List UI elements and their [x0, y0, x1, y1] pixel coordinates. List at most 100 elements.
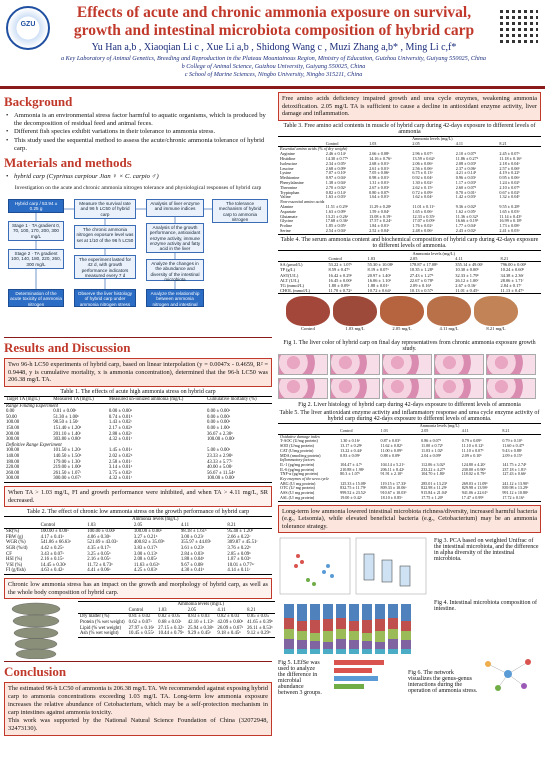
table-cell: 10.45 ± 0.55ᵃ [126, 631, 157, 638]
table-cell: 1.38 ± 0.04ᵃ [325, 179, 346, 185]
table-cell: 11.51 ± 0.29ᵃ [325, 203, 348, 209]
table-cell: 200.00 [6, 431, 20, 437]
flow-box: The experiment lasted for 42 d, with gro… [74, 255, 136, 280]
table-cell: 2.84 ± 0.17ᶜ [500, 282, 522, 288]
table-cell: 521.69 ± 43.03ᵃ [87, 540, 118, 546]
table-cell: 80.3 ± 1.07ᵃ [340, 471, 360, 477]
flow-box: Stage 2 · TA gradient 100, 140, 180, 220… [8, 249, 64, 270]
composition-bar-segment [284, 618, 294, 630]
table-cell: 119.15 ± 17.33ᵃ [380, 480, 407, 486]
table-cell: 17.75 ± 1.20ᵇ [419, 495, 460, 502]
table-cell: 42.09 ± 0.60ᵇ [217, 620, 244, 625]
table-cell: 1.88 ± 0.04ᵇ [180, 557, 205, 563]
table-cell: 4.25 ± 0.03ᵇ [131, 568, 179, 576]
table-cell: 2.67 ± 0.03ᵃ [369, 184, 390, 190]
liver-photo: 4.11 mg/L [427, 296, 471, 331]
table-cell: ALT (U/L) [280, 277, 300, 283]
table-header: 8.21 [497, 141, 541, 148]
table-cell: 2.46 ± 0.14ᵃ [325, 151, 346, 157]
table-cell: 2.57 ± 0.06ᵇ [499, 165, 520, 171]
table-header: 8.21 [245, 607, 275, 615]
table-cell: 0.74 ± 0.01ᵇ [108, 414, 133, 420]
table-cell: 16.99 ± 0.18ᵇ [499, 218, 522, 224]
funding-note: This work was supported by the National … [8, 717, 268, 733]
table-cell: Essential amino acids (% of dry weight) [280, 146, 348, 152]
table-header: 4.11 [453, 141, 498, 148]
table-cell: ASS (U/ mg protein) [280, 490, 315, 496]
table-cell: 2.06 ± 0.06ᵃ [412, 160, 433, 166]
table-cell: 95.40 ± 1.20ᵇ [227, 529, 254, 535]
table5-caption: Table 5. The liver antioxidant enzyme ac… [279, 410, 540, 423]
table-cell: 11.01 ± 0.11ᵃ [412, 203, 435, 209]
table-cell: 2.62 ± 0.15ᵃ [412, 184, 433, 190]
fi-summary: When TA > 1.03 mg/L, FI and growth perfo… [4, 485, 272, 508]
composition-bars [284, 604, 411, 655]
affiliation-a: a Key Laboratory of Animal Genetics, Bre… [61, 55, 486, 62]
table-row: Lysine 7.07 ± 0.10ᵃ 7.05 ± 0.06ᵃ 6.75 ± 0.1… [278, 171, 541, 176]
table-cell: 2.37 ± 0.06ᵃ [455, 165, 476, 171]
table-cell: 4.14 ± 0.11ᶜ [225, 568, 272, 576]
methods-heading: Materials and methods [4, 155, 132, 171]
table-cell: Isoleucine [280, 160, 298, 166]
table-cell: 2.45 ± 0.07ᵃ [499, 151, 520, 157]
composition-bar-segment [310, 649, 320, 655]
table-cell: 101.50 ± 1.20ᵃ [53, 448, 82, 454]
table-cell: 11.18 ± 0.16ᵇ [499, 155, 522, 161]
table-header: 8.21 [225, 522, 272, 530]
table-cell: 0.79 ± 0.10ᵇ [502, 438, 523, 444]
table-cell: ARG (U/ mg protein) [280, 480, 316, 486]
table-cell: Ash (% wet weight) [78, 631, 127, 638]
table-cell: 1.63 ± 0.03ᵃ [325, 194, 346, 200]
table-cell: 13.08 ± 0.19ᵃ [369, 213, 392, 219]
table-row: Aspartate 1.63 ± 0.09ᵃ 1.59 ± 0.04ᵃ 1.65 ± … [278, 209, 541, 215]
composition-bar-segment [297, 649, 307, 655]
table-row: 0.00 0.01 ± 0.00ᵃ 0.00 ± 0.00ᵃ 0.00 ± 0.00ᵃ [4, 409, 272, 415]
table-cell: 822.98 ± 11.29ᵃ [421, 485, 447, 491]
table-cell: 151.40 ± 1.20ᵈ [53, 425, 82, 431]
table-row: Isoleucine 2.34 ± 0.05ᵃ 2.68 ± 0.01ᵃ 2.06 ±… [278, 160, 541, 167]
table-cell: 9.36 ± 0.02ᵇ [455, 203, 477, 209]
table-header: 4.11 [215, 607, 246, 615]
table-cell: 0.00 ± 0.00ᵃ [207, 414, 231, 420]
table-header [278, 429, 339, 435]
table-cell: 26.11 ± 0.53ᵇ [247, 625, 273, 631]
table-cell: 34.38 ± 2.36ᶜ [500, 272, 524, 278]
table-cell: 11.86 ± 0.27ᵇ [455, 155, 479, 161]
table-cell: 0.80 ± 0.07ᵃ [369, 189, 390, 195]
composition-bar-segment [323, 631, 333, 643]
affiliations: a Key Laboratory of Animal Genetics, Bre… [6, 55, 541, 79]
table-row: Tryptophan 0.82 ± 0.14ᵃ 0.80 ± 0.07ᵃ 0.72 ±… [278, 189, 541, 196]
table-cell: 233.22 ± 4.27ᵇ [421, 466, 446, 472]
table-cell: 0.67 ± 0.02ᵇ [499, 189, 520, 195]
table-cell: 1.30 ± 0.16ᵃ [340, 438, 360, 444]
table-cell: 51.30 ± 1.00ᵇ [53, 414, 79, 420]
table-cell: 269.03 ± 11.09ᵇ [461, 480, 488, 486]
table2-caption: Table 2. The effect of chronic low ammon… [26, 509, 250, 516]
table-header [78, 607, 127, 615]
background-bullet: Ammonia is an environmental stress facto… [4, 112, 272, 128]
composition-bar-segment [388, 629, 398, 640]
composition-bar-segment [310, 641, 320, 650]
table-row: ARG (U/ mg protein) 125.33 ± 15.08ᵃ 119.15… [278, 480, 541, 487]
table-row: IL-6 (pg/mg protein) 210.88 ± 1.98ᵃ 206.11… [278, 466, 541, 473]
table-cell: 2.08 ± 0.05ᵃ [133, 557, 158, 563]
table-cell: 2.04 ± 0.09ᵇ [421, 452, 442, 458]
microbiota-summary: Long-term low ammonia lowered intestinal… [278, 504, 541, 534]
composition-bar-segment [310, 604, 320, 621]
table-cell: Methionine [280, 175, 300, 181]
composition-bar-segment [349, 621, 359, 632]
table-cell: Definitive Range Experiment [6, 442, 62, 448]
table-cell: 104.14 ± 5.21ᵃ [380, 461, 405, 467]
liver-label: Control [300, 326, 316, 332]
table-cell: 0.00 ± 1.00ᵃ [207, 425, 231, 431]
table-cell: 303.80 ± 0.80ᶠ [53, 437, 81, 443]
table-cell: 14.16 ± 0.76ᵃ [369, 155, 392, 161]
liver-photo: 2.05 mg/L [380, 296, 424, 331]
table-cell: 1.73 ± 0.08ᵃ [499, 223, 520, 229]
table-cell: 0.82 ± 0.05 [158, 614, 180, 620]
table-cell: 4.06 ± 0.30ᵃ [87, 534, 111, 540]
table-cell: Oxidative damage index [280, 433, 320, 439]
table-row: IL-1 (pg/mg protein) 104.47 ± 4.7ᵃ 104.14 … [278, 461, 541, 468]
table-header: 1.03 [365, 255, 408, 263]
table-cell: 27.43 ± 1.27ᵇ [409, 272, 434, 278]
